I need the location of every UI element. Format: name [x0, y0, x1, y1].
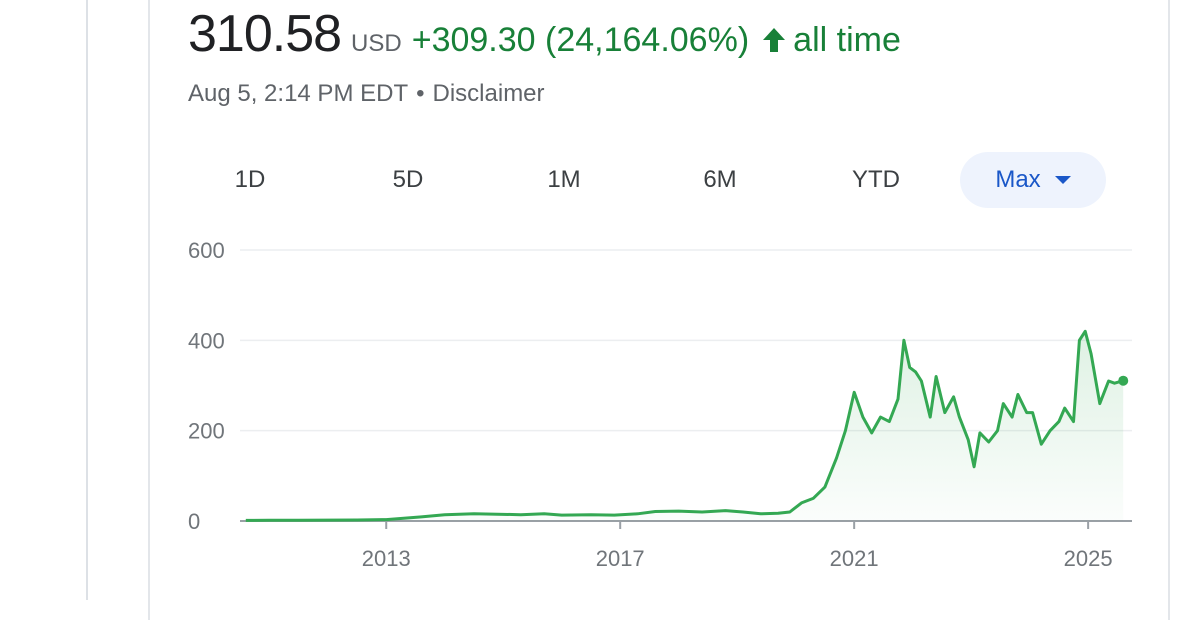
- y-tick-label: 600: [188, 238, 225, 263]
- range-tab-ytd[interactable]: YTD: [826, 152, 926, 208]
- range-tab-label: 1M: [547, 166, 581, 193]
- x-tick-label: 2017: [596, 546, 645, 571]
- range-tab-label: YTD: [852, 166, 900, 193]
- range-tab-5d[interactable]: 5D: [358, 152, 458, 208]
- price-change: +309.30 (24,164.06%): [411, 21, 750, 59]
- time-range-tabs: 1D 5D 1M 6M YTD Max: [200, 152, 1110, 208]
- page-edge-divider: [86, 0, 88, 600]
- disclaimer-link[interactable]: Disclaimer: [432, 80, 545, 107]
- price-line[interactable]: [245, 329, 1124, 522]
- range-tab-1m[interactable]: 1M: [514, 152, 614, 208]
- price-chart[interactable]: 0 200 400 600 2013 2017 2021 2025: [0, 0, 1200, 600]
- current-price-marker: [1118, 375, 1129, 386]
- range-tab-label: 1D: [234, 166, 266, 193]
- y-tick-label: 0: [188, 509, 200, 534]
- range-tab-1d[interactable]: 1D: [200, 152, 300, 208]
- current-price: 310.58: [188, 5, 342, 63]
- y-tick-label: 200: [188, 419, 225, 444]
- quote-timestamp: Aug 5, 2:14 PM EDT: [188, 80, 409, 107]
- x-tick-label: 2021: [830, 546, 879, 571]
- price-area-fill: [245, 331, 1124, 521]
- change-period: all time: [793, 21, 901, 59]
- arrow-up-icon: [761, 26, 787, 54]
- x-tick-label: 2025: [1064, 546, 1113, 571]
- range-tab-label: 5D: [392, 166, 424, 193]
- meta-separator: •: [416, 80, 425, 107]
- range-tab-label: Max: [995, 166, 1041, 193]
- y-tick-label: 400: [188, 328, 225, 353]
- range-tab-max[interactable]: Max: [960, 152, 1106, 208]
- chevron-down-icon: [1054, 176, 1071, 184]
- x-tick-label: 2013: [362, 546, 411, 571]
- currency-label: USD: [351, 30, 402, 57]
- quote-header: 310.58 USD +309.30 (24,164.06%) all time: [188, 4, 901, 68]
- quote-meta: Aug 5, 2:14 PM EDT • Disclaimer: [188, 80, 545, 108]
- range-tab-6m[interactable]: 6M: [670, 152, 770, 208]
- range-tab-label: 6M: [703, 166, 737, 193]
